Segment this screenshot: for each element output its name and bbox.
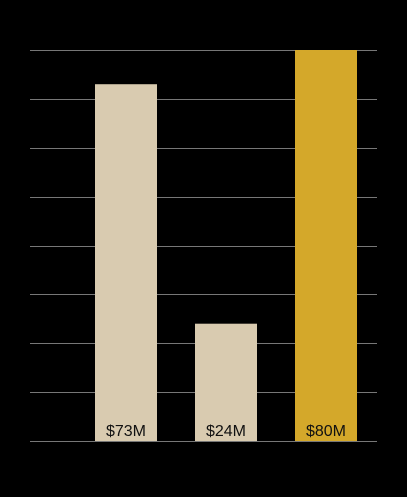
value-label: $73M	[106, 423, 146, 440]
bar	[95, 84, 157, 442]
bar	[295, 50, 357, 441]
bar	[195, 323, 257, 441]
value-label: $24M	[206, 423, 246, 440]
value-label: $80M	[306, 423, 346, 440]
